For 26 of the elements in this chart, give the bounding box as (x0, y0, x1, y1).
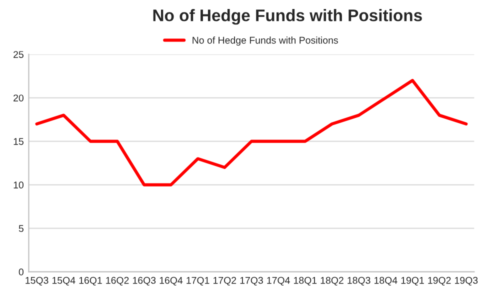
x-tick-label: 17Q3 (240, 276, 263, 286)
x-tick-label: 18Q3 (348, 276, 370, 286)
y-tick-label: 10 (14, 182, 24, 188)
x-tick-label: 18Q2 (320, 276, 344, 286)
x-tick-label: 16Q4 (160, 276, 183, 286)
x-tick-label: 17Q1 (186, 276, 210, 286)
x-tick-label: 17Q2 (213, 276, 236, 286)
y-tick-label: 15 (14, 138, 24, 145)
x-tick-label: 18Q1 (294, 276, 317, 286)
x-tick-label: 16Q1 (79, 276, 102, 286)
x-tick-label: 19Q2 (428, 276, 451, 286)
y-tick-label: 20 (14, 94, 24, 102)
line-series (35, 78, 468, 186)
x-tick-label: 19Q3 (455, 276, 478, 286)
x-tick-label: 15Q3 (26, 276, 48, 286)
y-tick-label: 25 (14, 51, 24, 58)
x-tick-label: 17Q4 (267, 276, 290, 286)
x-tick-label: 18Q4 (374, 276, 398, 286)
x-tick-label: 15Q4 (52, 276, 76, 286)
legend-label: No of Hedge Funds with Positions (192, 36, 338, 46)
y-tick-label: 0 (18, 268, 24, 276)
y-tick-label: 5 (18, 225, 24, 232)
x-tick-label: 16Q2 (106, 276, 129, 286)
x-tick-label: 16Q3 (132, 276, 156, 286)
x-tick-label: 19Q1 (401, 276, 424, 286)
chart-title: No of Hedge Funds with Positions (153, 9, 422, 25)
